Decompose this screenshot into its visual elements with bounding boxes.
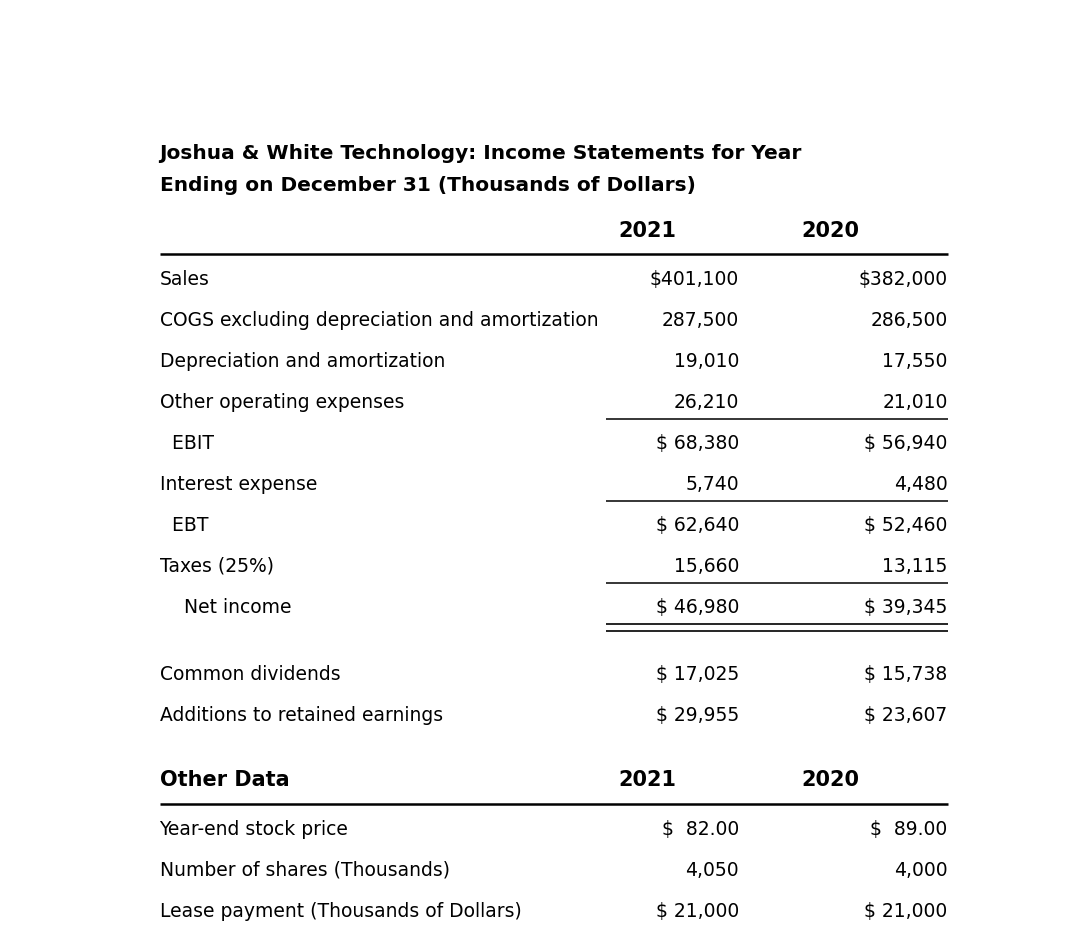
Text: 2020: 2020 [802, 771, 860, 790]
Text: 286,500: 286,500 [870, 311, 948, 330]
Text: 2021: 2021 [619, 221, 677, 241]
Text: $ 39,345: $ 39,345 [864, 598, 948, 616]
Text: COGS excluding depreciation and amortization: COGS excluding depreciation and amortiza… [159, 311, 598, 330]
Text: $ 17,025: $ 17,025 [656, 665, 739, 685]
Text: $401,100: $401,100 [650, 270, 739, 289]
Text: 19,010: 19,010 [674, 352, 739, 371]
Text: Other operating expenses: Other operating expenses [159, 393, 404, 412]
Text: Number of shares (Thousands): Number of shares (Thousands) [159, 861, 450, 880]
Text: Year-end stock price: Year-end stock price [159, 820, 349, 839]
Text: 4,000: 4,000 [894, 861, 948, 880]
Text: Interest expense: Interest expense [159, 474, 317, 494]
Text: 4,480: 4,480 [894, 474, 948, 494]
Text: 15,660: 15,660 [674, 557, 739, 576]
Text: $ 46,980: $ 46,980 [655, 598, 739, 616]
Text: Net income: Net income [159, 598, 291, 616]
Text: EBIT: EBIT [159, 434, 213, 453]
Text: Lease payment (Thousands of Dollars): Lease payment (Thousands of Dollars) [159, 901, 521, 921]
Text: $ 62,640: $ 62,640 [655, 516, 739, 535]
Text: 4,050: 4,050 [685, 861, 739, 880]
Text: Joshua & White Technology: Income Statements for Year: Joshua & White Technology: Income Statem… [159, 145, 802, 163]
Text: Other Data: Other Data [159, 771, 289, 790]
Text: $382,000: $382,000 [859, 270, 948, 289]
Text: $  82.00: $ 82.00 [662, 820, 739, 839]
Text: $ 21,000: $ 21,000 [864, 901, 948, 921]
Text: $ 29,955: $ 29,955 [656, 706, 739, 726]
Text: Additions to retained earnings: Additions to retained earnings [159, 706, 442, 726]
Text: $ 68,380: $ 68,380 [656, 434, 739, 453]
Text: $ 23,607: $ 23,607 [864, 706, 948, 726]
Text: Common dividends: Common dividends [159, 665, 340, 685]
Text: 26,210: 26,210 [674, 393, 739, 412]
Text: Taxes (25%): Taxes (25%) [159, 557, 273, 576]
Text: $ 52,460: $ 52,460 [864, 516, 948, 535]
Text: EBT: EBT [159, 516, 208, 535]
Text: $ 56,940: $ 56,940 [864, 434, 948, 453]
Text: Ending on December 31 (Thousands of Dollars): Ending on December 31 (Thousands of Doll… [159, 177, 695, 195]
Text: 13,115: 13,115 [882, 557, 948, 576]
Text: 17,550: 17,550 [882, 352, 948, 371]
Text: $  89.00: $ 89.00 [870, 820, 948, 839]
Text: 2021: 2021 [619, 771, 677, 790]
Text: 2020: 2020 [802, 221, 860, 241]
Text: 5,740: 5,740 [685, 474, 739, 494]
Text: $ 21,000: $ 21,000 [656, 901, 739, 921]
Text: 21,010: 21,010 [882, 393, 948, 412]
Text: 287,500: 287,500 [662, 311, 739, 330]
Text: Depreciation and amortization: Depreciation and amortization [159, 352, 444, 371]
Text: Sales: Sales [159, 270, 210, 289]
Text: $ 15,738: $ 15,738 [864, 665, 948, 685]
